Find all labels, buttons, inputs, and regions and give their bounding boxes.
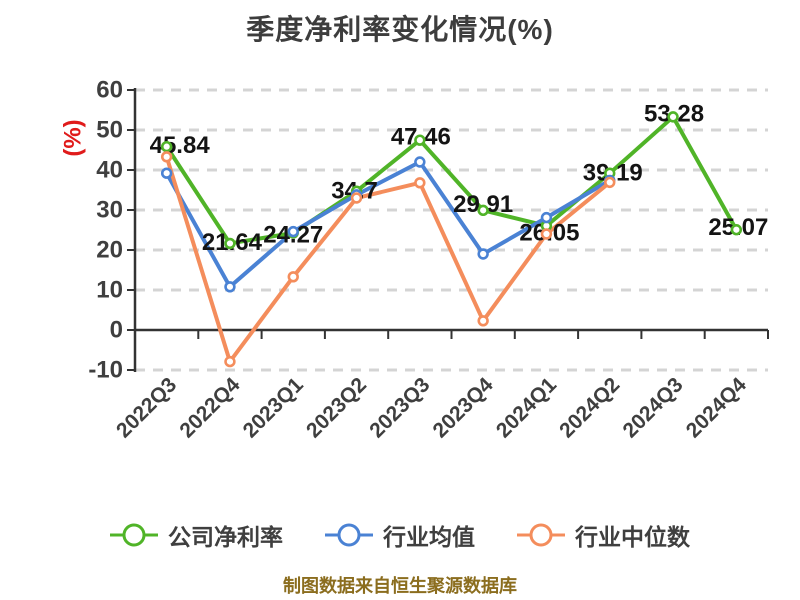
data-label: 45.84 — [150, 132, 211, 159]
footer-note: 制图数据来自恒生聚源数据库 — [283, 576, 517, 596]
series-line-industry-mean — [164, 160, 612, 289]
legend-label-industry-median: 行业中位数 — [575, 524, 690, 550]
legend-marker-industry-median — [517, 523, 565, 547]
x-axis-label: 2022Q4 — [175, 373, 244, 442]
data-point-company-net-margin — [730, 224, 743, 236]
series-line-industry-median — [164, 154, 612, 364]
data-point-company-net-margin — [160, 140, 173, 153]
data-point-industry-mean — [414, 156, 426, 168]
x-axis-label: 2022Q3 — [112, 373, 181, 442]
x-axis-label: 2023Q2 — [302, 373, 371, 442]
data-point-company-net-margin — [667, 111, 679, 123]
x-axis-label: 2023Q3 — [365, 373, 434, 442]
data-point-industry-median — [414, 177, 426, 189]
y-axis-label: 60 — [96, 77, 123, 104]
legend-label-company-net-margin: 公司净利率 — [168, 524, 283, 550]
y-axis-label: 20 — [96, 237, 123, 264]
legend: 公司净利率 行业均值 行业中位数 — [0, 518, 800, 552]
x-axis-label: 2023Q4 — [429, 373, 498, 442]
data-point-industry-median — [160, 151, 173, 163]
data-point-industry-mean — [224, 281, 236, 293]
y-axis-label: -10 — [88, 357, 123, 384]
legend-marker-industry-mean — [325, 523, 373, 547]
x-axis-label: 2024Q4 — [682, 373, 751, 442]
data-point-industry-median — [604, 176, 616, 189]
legend-marker-circle — [337, 523, 361, 547]
y-axis-label: 10 — [96, 277, 123, 304]
series-line-company-net-margin — [164, 114, 739, 246]
legend-item-industry-median[interactable]: 行业中位数 — [517, 518, 690, 552]
legend-marker-circle — [529, 523, 553, 547]
x-axis-label: 2023Q1 — [239, 373, 308, 442]
x-axis-label: 2024Q3 — [618, 373, 687, 442]
chart-title: 季度净利率变化情况(%) — [246, 14, 554, 45]
legend-item-company-net-margin[interactable]: 公司净利率 — [110, 518, 283, 552]
legend-marker-company-net-margin — [110, 523, 158, 547]
y-axis-label: 30 — [96, 197, 123, 224]
y-axis-label: 50 — [96, 117, 123, 144]
data-point-industry-median — [540, 228, 553, 240]
y-axis-unit-label: (%) — [60, 119, 87, 156]
data-point-company-net-margin — [224, 237, 236, 250]
data-point-industry-mean — [540, 211, 553, 224]
data-point-industry-median — [477, 315, 489, 327]
data-point-industry-median — [287, 271, 299, 283]
data-point-industry-median — [224, 355, 236, 368]
x-axis-label: 2024Q1 — [492, 373, 561, 442]
x-axis-label: 2024Q2 — [555, 373, 624, 442]
data-point-industry-median — [350, 192, 363, 204]
data-point-industry-mean — [477, 248, 489, 260]
data-point-industry-mean — [287, 225, 299, 238]
legend-label-industry-mean: 行业均值 — [383, 524, 475, 550]
legend-item-industry-mean[interactable]: 行业均值 — [325, 518, 475, 552]
data-point-company-net-margin — [414, 134, 426, 146]
y-axis-label: 40 — [96, 157, 123, 184]
data-point-industry-mean — [160, 167, 173, 179]
line-chart: 6050403020100-10(%)2022Q32022Q42023Q1202… — [60, 77, 769, 442]
y-axis-label: 0 — [110, 317, 123, 344]
legend-marker-circle — [122, 523, 146, 547]
data-point-company-net-margin — [477, 204, 489, 217]
